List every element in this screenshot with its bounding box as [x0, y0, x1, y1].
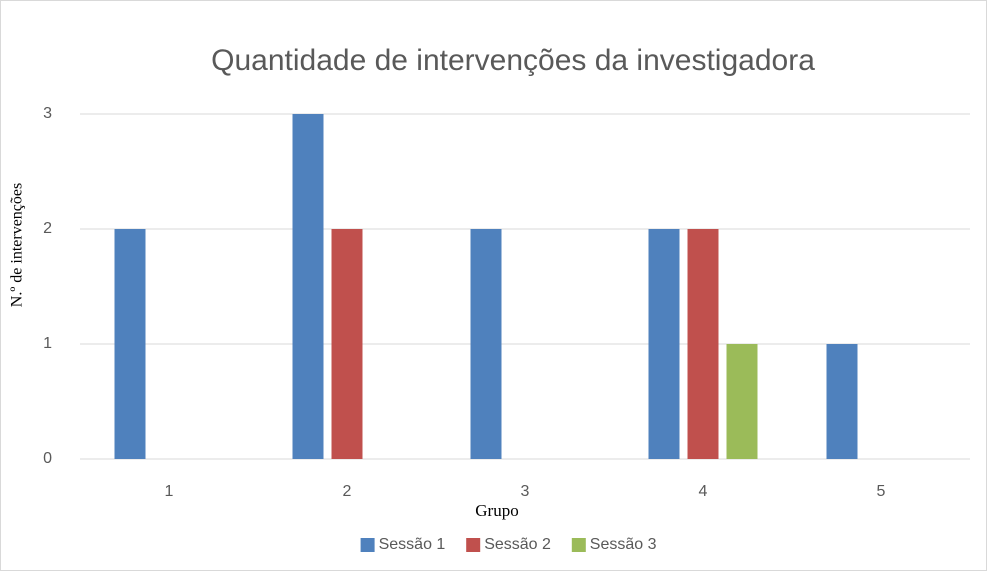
legend-label: Sessão 3: [590, 536, 657, 553]
bar: [292, 114, 324, 459]
x-tick-label: 3: [521, 483, 530, 500]
bar: [726, 344, 758, 459]
x-tick-label: 5: [877, 483, 886, 500]
y-tick-label: 0: [43, 450, 52, 467]
x-tick-label: 1: [165, 483, 174, 500]
legend-label: Sessão 1: [379, 536, 446, 553]
chart-title: Quantidade de intervenções da investigad…: [211, 44, 815, 77]
bar: [114, 229, 146, 459]
y-tick-label: 1: [43, 335, 52, 352]
bar: [470, 229, 502, 459]
bar: [687, 229, 719, 459]
x-axis-label: Grupo: [475, 501, 518, 520]
bar: [648, 229, 680, 459]
bar: [331, 229, 363, 459]
y-axis-label: N.º de intervenções: [9, 183, 26, 307]
legend-label: Sessão 2: [484, 536, 551, 553]
legend-swatch: [466, 538, 481, 552]
y-tick-label: 3: [43, 105, 52, 122]
bar: [826, 344, 858, 459]
x-tick-label: 4: [699, 483, 708, 500]
legend-swatch: [360, 538, 375, 552]
x-tick-label: 2: [343, 483, 352, 500]
legend-swatch: [571, 538, 586, 552]
y-tick-label: 2: [43, 220, 52, 237]
